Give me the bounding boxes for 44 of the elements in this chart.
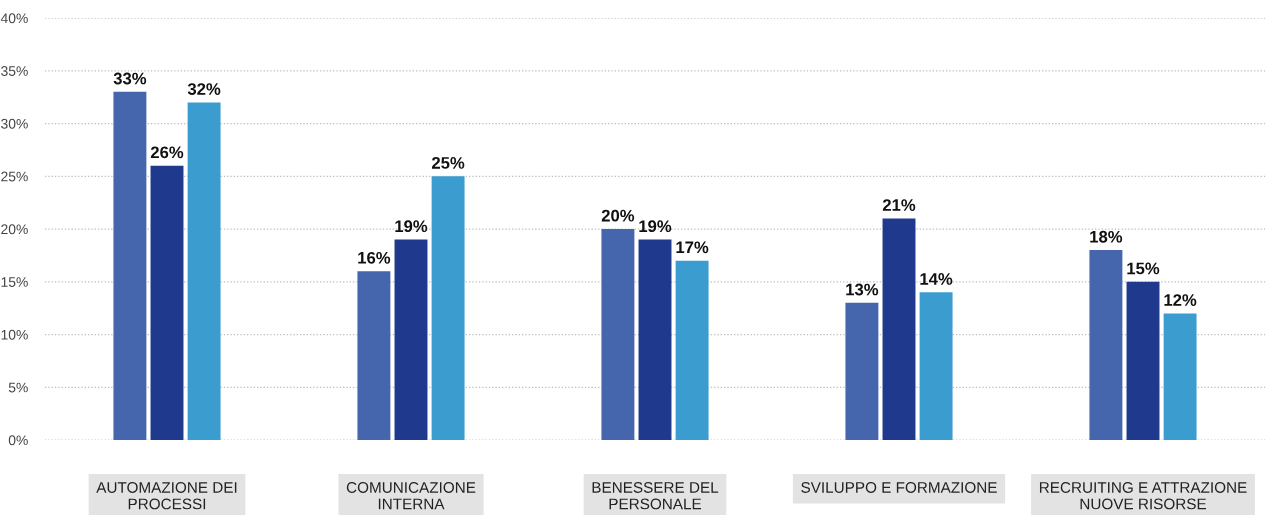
- data-label: 19%: [639, 220, 672, 233]
- bar: [601, 229, 635, 440]
- x-tick-label: SVILUPPO E FORMAZIONE: [801, 482, 997, 493]
- bar: [113, 91, 147, 440]
- y-tick-label: 35%: [1, 66, 28, 76]
- y-tick-label: 15%: [1, 277, 28, 287]
- y-tick-label: 20%: [1, 224, 28, 235]
- x-tick-label: AUTOMAZIONE DEI PROCESSI: [96, 482, 237, 510]
- data-label: 15%: [1127, 262, 1160, 275]
- y-tick-label: 0%: [8, 435, 28, 446]
- y-tick-label: 30%: [1, 118, 28, 129]
- data-label: 25%: [431, 156, 465, 169]
- data-label: 18%: [1090, 230, 1123, 243]
- y-tick-label: 25%: [1, 171, 28, 182]
- bar: [150, 165, 184, 440]
- y-tick-label: 5%: [8, 382, 28, 393]
- data-label: 13%: [846, 283, 879, 296]
- x-tick-label: RECRUITING E ATTRAZIONE NUOVE RISORSE: [1039, 482, 1247, 510]
- bar: [845, 302, 879, 440]
- data-label: 20%: [601, 209, 635, 222]
- bar: [638, 239, 672, 440]
- data-label: 17%: [676, 241, 709, 254]
- bar: [1163, 313, 1197, 440]
- bar: [431, 176, 465, 440]
- bar: [357, 271, 391, 440]
- bar: [675, 260, 709, 440]
- data-label: 21%: [882, 199, 916, 211]
- bar: [187, 102, 221, 440]
- bar: [882, 218, 916, 440]
- data-label: 32%: [187, 83, 221, 95]
- x-tick-label: BENESSERE DEL PERSONALE: [592, 482, 719, 510]
- data-label: 16%: [358, 251, 391, 264]
- y-tick-label: 40%: [0, 13, 28, 24]
- data-label: 19%: [395, 220, 428, 233]
- data-label: 33%: [113, 72, 147, 85]
- x-tick-label: COMUNICAZIONE INTERNA: [346, 482, 476, 510]
- bar: [919, 292, 953, 440]
- bar: [1089, 250, 1123, 440]
- bar: [1126, 281, 1160, 440]
- data-label: 26%: [150, 146, 184, 159]
- data-label: 14%: [920, 273, 953, 285]
- data-label: 12%: [1164, 294, 1197, 306]
- y-tick-label: 10%: [1, 329, 28, 340]
- bar: [394, 239, 428, 440]
